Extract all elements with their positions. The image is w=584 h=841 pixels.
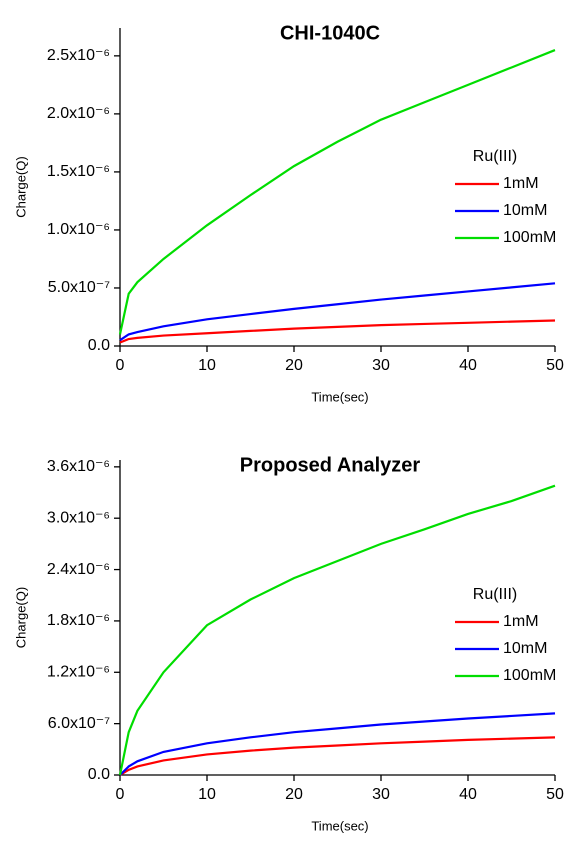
y-tick-label: 2.0x10⁻⁶	[47, 105, 110, 122]
data-line	[119, 282, 556, 342]
data-line	[119, 319, 556, 344]
x-tick-label: 50	[546, 357, 564, 374]
legend-label: 1mM	[503, 175, 539, 192]
y-tick-label: 5.0x10⁻⁷	[48, 279, 110, 296]
data-line	[119, 736, 556, 776]
data-line	[119, 712, 556, 776]
x-tick-label: 30	[372, 357, 390, 374]
data-line	[118, 49, 556, 335]
y-tick-label: 1.5x10⁻⁶	[47, 163, 110, 180]
x-axis-label: Time(sec)	[311, 818, 368, 833]
x-tick-label: 20	[285, 786, 303, 803]
chart-title: Proposed Analyzer	[240, 454, 421, 476]
x-tick-label: 20	[285, 357, 303, 374]
y-tick-label: 1.8x10⁻⁶	[47, 612, 110, 629]
legend-label: 100mM	[503, 229, 556, 246]
y-tick-label: 2.5x10⁻⁶	[47, 47, 110, 64]
x-tick-label: 10	[198, 786, 216, 803]
x-tick-label: 50	[546, 786, 564, 803]
x-tick-label: 30	[372, 786, 390, 803]
y-tick-label: 1.0x10⁻⁶	[47, 221, 110, 238]
legend-label: 10mM	[503, 640, 547, 657]
x-tick-label: 0	[116, 786, 125, 803]
y-axis-label: Charge(Q)	[13, 156, 28, 217]
legend-label: 1mM	[503, 613, 539, 630]
data-line	[118, 484, 556, 776]
y-tick-label: 3.0x10⁻⁶	[47, 509, 110, 526]
chart-title: CHI-1040C	[280, 22, 380, 44]
y-axis-label: Charge(Q)	[13, 587, 28, 648]
legend-label: 10mM	[503, 202, 547, 219]
y-tick-label: 3.6x10⁻⁶	[47, 458, 110, 475]
y-tick-label: 0.0	[88, 766, 110, 783]
y-tick-label: 0.0	[88, 337, 110, 354]
y-tick-label: 6.0x10⁻⁷	[48, 715, 110, 732]
y-tick-label: 1.2x10⁻⁶	[47, 664, 110, 681]
x-tick-label: 40	[459, 357, 477, 374]
x-axis-label: Time(sec)	[311, 389, 368, 404]
y-tick-label: 2.4x10⁻⁶	[47, 561, 110, 578]
legend-label: 100mM	[503, 667, 556, 684]
x-tick-label: 10	[198, 357, 216, 374]
x-tick-label: 0	[116, 357, 125, 374]
legend-title: Ru(III)	[473, 148, 517, 165]
x-tick-label: 40	[459, 786, 477, 803]
legend-title: Ru(III)	[473, 586, 517, 603]
